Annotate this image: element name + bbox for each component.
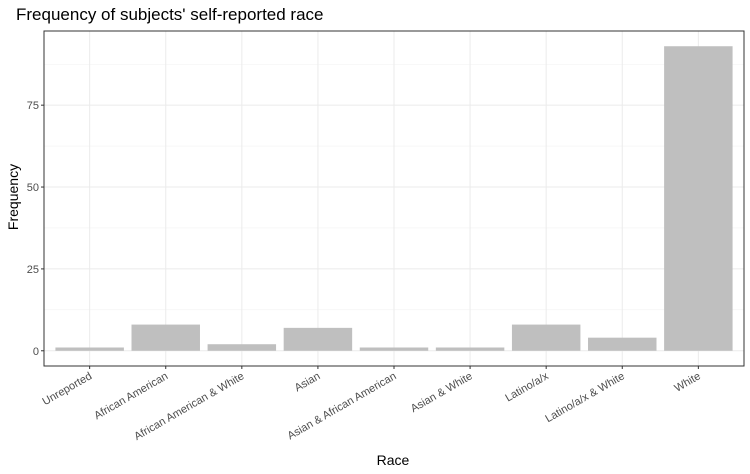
y-tick-label: 0 bbox=[33, 346, 39, 358]
bars bbox=[55, 46, 733, 351]
bar bbox=[511, 324, 581, 351]
y-axis-title: Frequency bbox=[5, 164, 21, 230]
y-tick-label: 25 bbox=[27, 264, 39, 276]
x-axis-title: Race bbox=[377, 452, 410, 468]
x-tick-label: Asian bbox=[293, 370, 323, 394]
x-tick-label: White bbox=[672, 370, 702, 394]
bar bbox=[664, 46, 733, 351]
x-tick-label: Asian & White bbox=[409, 370, 475, 415]
bar bbox=[131, 324, 200, 351]
y-tick-label: 50 bbox=[27, 182, 39, 194]
grid-major bbox=[44, 31, 744, 366]
bar bbox=[588, 337, 657, 351]
bar bbox=[283, 327, 353, 351]
x-tick-label: Unreported bbox=[40, 370, 94, 408]
bar bbox=[435, 347, 505, 351]
y-axis: 0 25 50 75 bbox=[27, 100, 44, 358]
chart-title: Frequency of subjects' self-reported rac… bbox=[16, 5, 324, 24]
bar bbox=[55, 347, 124, 351]
x-tick-label: African American bbox=[92, 370, 170, 422]
y-tick-label: 75 bbox=[27, 100, 39, 112]
plot-panel bbox=[43, 30, 745, 367]
bar bbox=[207, 344, 277, 351]
x-tick-label: Latino/a/x bbox=[503, 370, 551, 404]
bar bbox=[359, 347, 429, 351]
x-tick-label: Latino/a/x & White bbox=[543, 370, 626, 425]
